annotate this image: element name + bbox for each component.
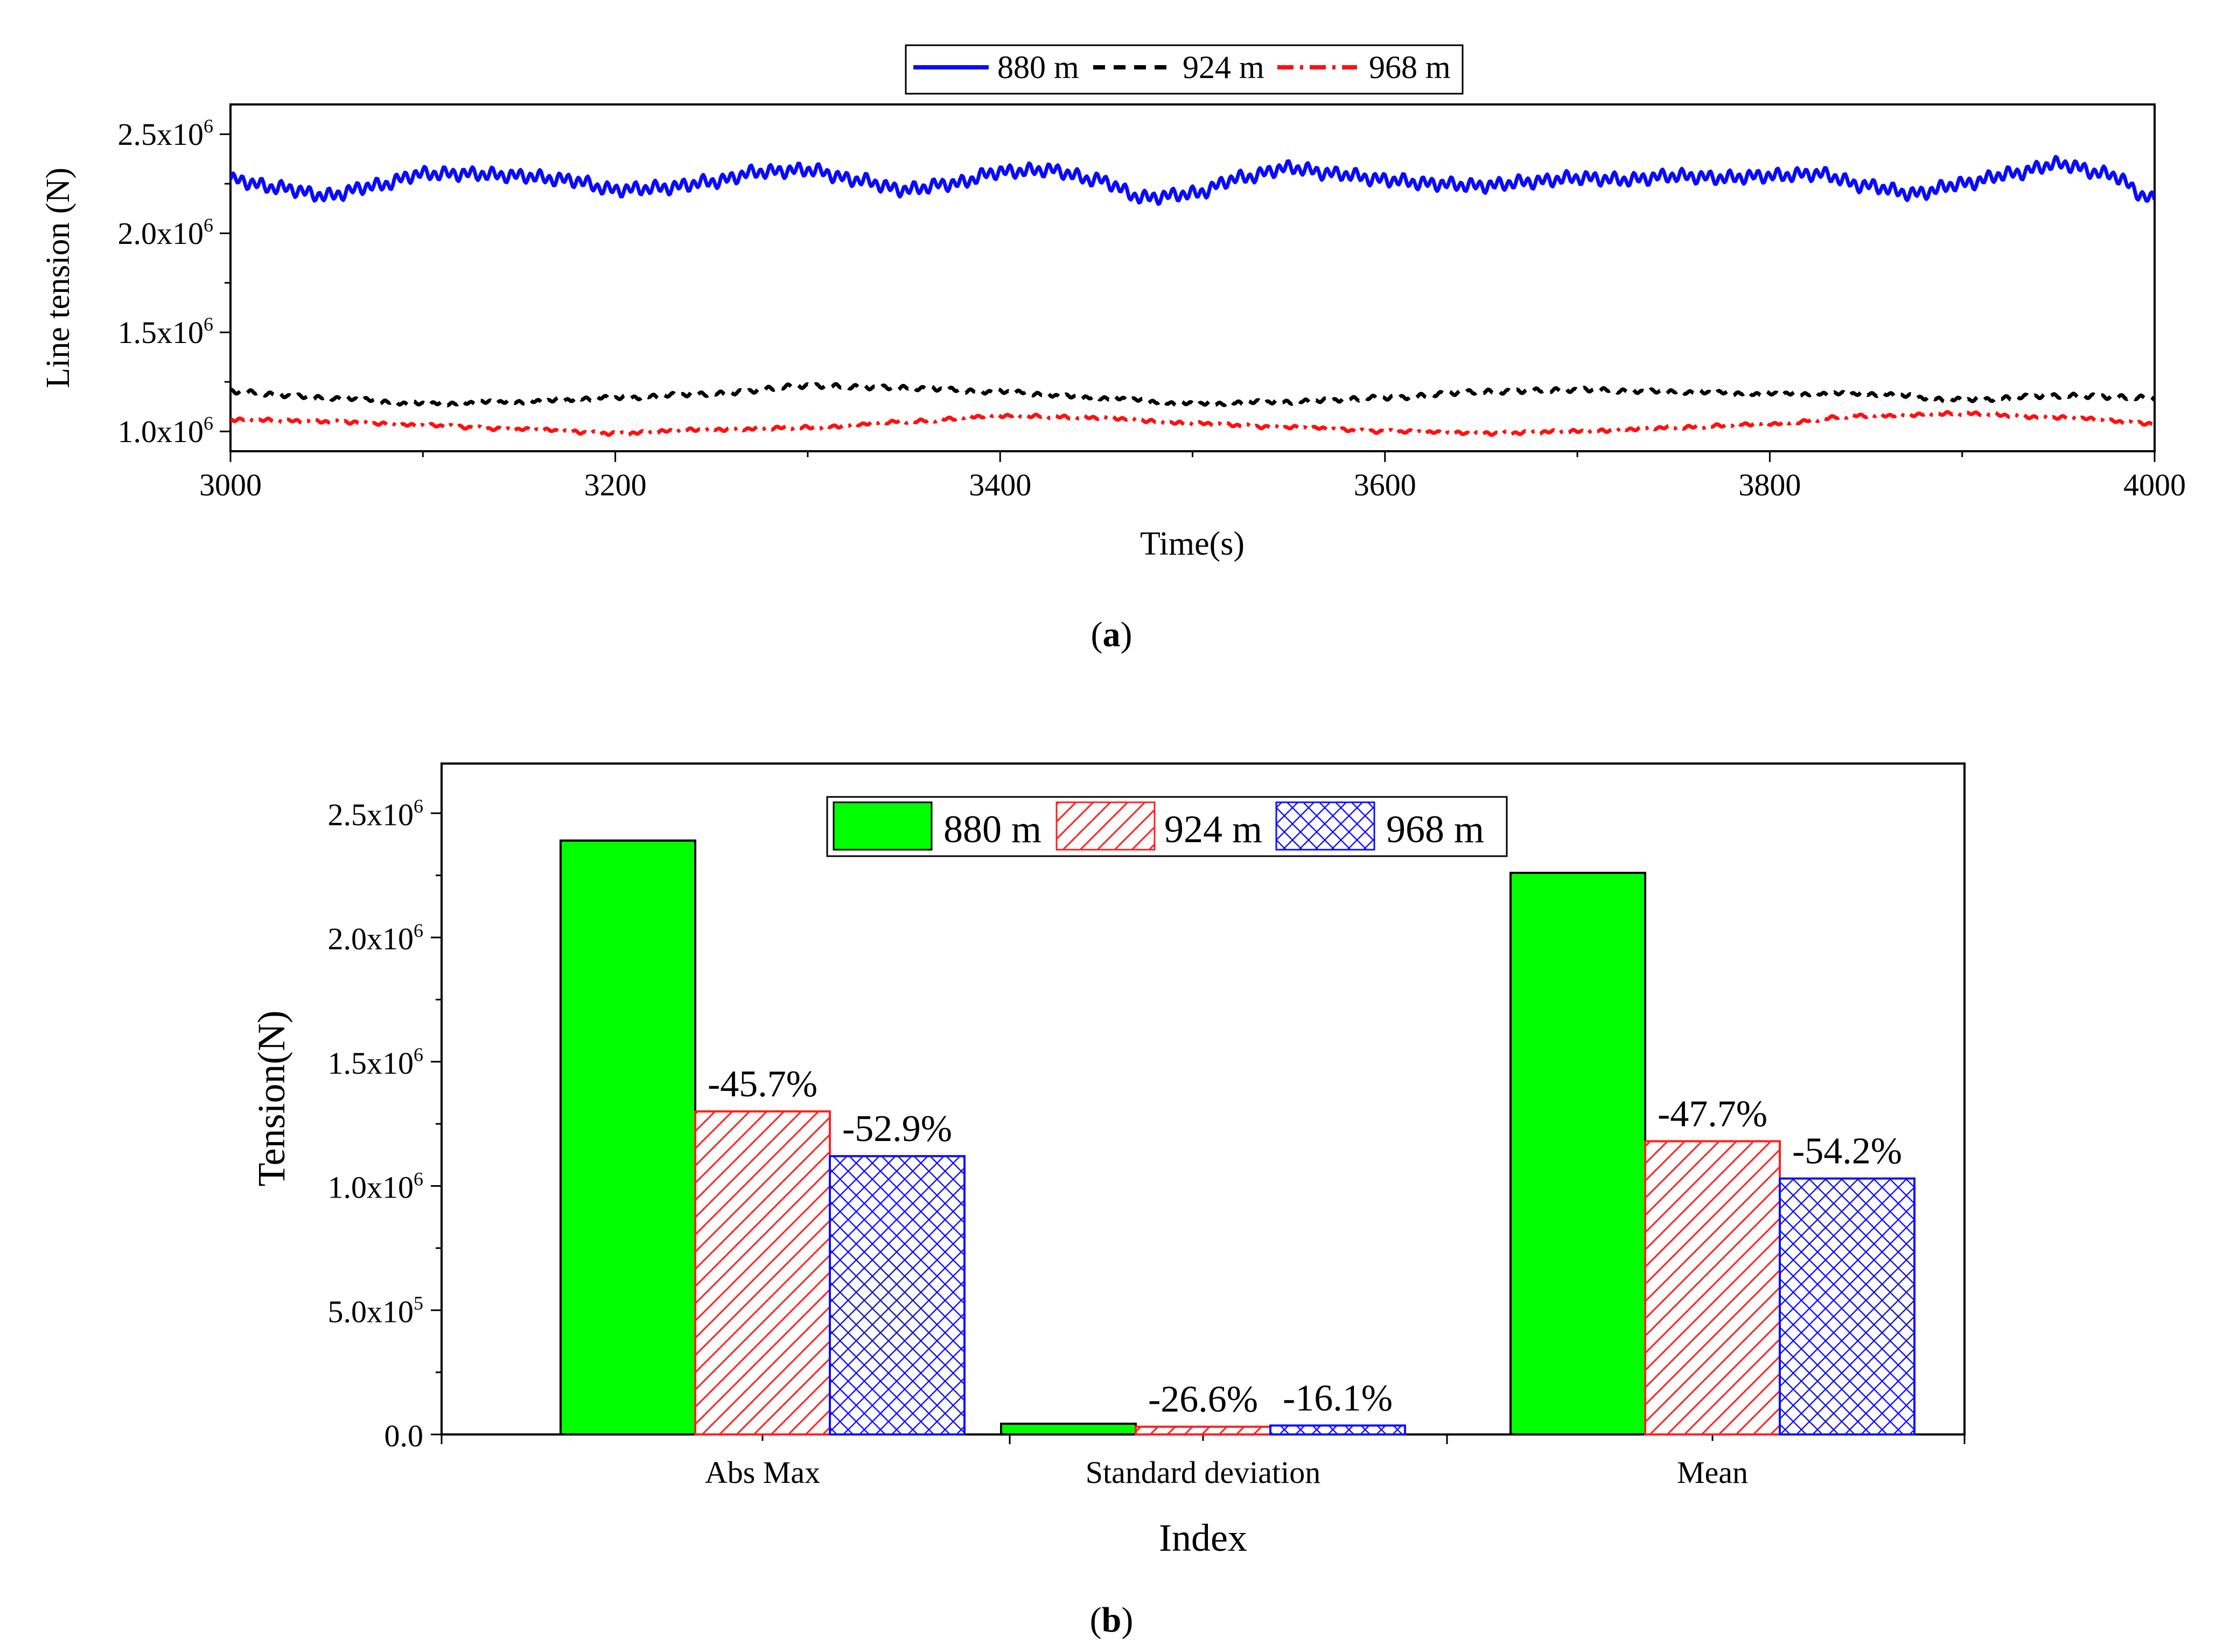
- bar-abs-max-880m: [560, 839, 696, 1436]
- y-tick-label: 2.5x106: [118, 115, 213, 152]
- line-chart-panel: 3000 3200 3400 3600 3800 4000 1.0x106 1.5x106 2…: [40, 44, 2186, 654]
- legend-label-968m: 968 m: [1386, 808, 1484, 851]
- legend-label-968m: 968 m: [1369, 50, 1451, 85]
- y-tick-label: 1.0x106: [118, 412, 213, 449]
- series-line-924m: [230, 382, 2155, 408]
- x-tick-label: 3400: [969, 467, 1031, 502]
- y-axis-title: Tension(N): [250, 1011, 293, 1187]
- bar-abs-max-968m: [829, 1155, 966, 1436]
- legend-label-880m: 880 m: [997, 50, 1079, 85]
- bar-mean-968m: [1779, 1177, 1916, 1436]
- panel-label-b-letter: b: [1102, 1600, 1122, 1640]
- panel-label-a: (a): [1091, 615, 1133, 654]
- legend-swatch-968m: [1275, 801, 1375, 851]
- y-tick-label: 1.5x106: [328, 1044, 423, 1081]
- legend-swatch-880m: [833, 801, 933, 851]
- bar-standard-deviation-968m: [1269, 1424, 1406, 1436]
- x-tick-label: 3000: [199, 467, 262, 502]
- percent-change-label: -26.6%: [1148, 1379, 1258, 1420]
- percent-change-label: -54.2%: [1792, 1131, 1902, 1172]
- panel-label-b: (b): [1090, 1600, 1134, 1640]
- legend-label-880m: 880 m: [943, 808, 1041, 851]
- bar-annotations: -45.7% -52.9% -26.6% -16.1% -47.7% -54.2%: [708, 1063, 1902, 1420]
- x-axis-title: Time(s): [1140, 526, 1245, 562]
- y-tick-labels: 1.0x106 1.5x106 2.0x106 2.5x106: [118, 115, 213, 449]
- x-tick-label: 4000: [2123, 467, 2186, 502]
- x-tick-labels: Abs Max Standard deviation Mean: [705, 1455, 1748, 1490]
- legend-label-924m: 924 m: [1164, 808, 1262, 851]
- x-tick-label: Mean: [1677, 1455, 1748, 1490]
- legend-swatch-924m: [1055, 801, 1156, 851]
- legend-box: [905, 44, 1464, 95]
- legend: 880 m 924 m 968 m: [905, 44, 1464, 95]
- series-line-968m: [230, 410, 2155, 437]
- line-series-group: [230, 155, 2155, 437]
- y-axis-title: Line tension (N): [40, 167, 76, 388]
- x-axis-title: Index: [1159, 1516, 1247, 1559]
- x-tick-label: Standard deviation: [1086, 1455, 1321, 1490]
- axis-ticks: [220, 133, 2156, 462]
- y-tick-label: 2.0x106: [118, 214, 213, 251]
- x-tick-label: Abs Max: [705, 1455, 820, 1490]
- series-line-880m: [230, 155, 2155, 206]
- bar-mean-880m: [1509, 872, 1646, 1436]
- y-tick-label: 1.0x106: [328, 1168, 423, 1205]
- y-tick-label: 5.0x105: [328, 1292, 423, 1329]
- bar-standard-deviation-880m: [1000, 1423, 1137, 1436]
- y-tick-label: 0.0: [385, 1418, 424, 1453]
- y-tick-label: 2.5x106: [328, 795, 423, 832]
- bar-mean-924m: [1644, 1140, 1781, 1436]
- bar-standard-deviation-924m: [1135, 1425, 1271, 1436]
- y-tick-label: 1.5x106: [118, 313, 213, 350]
- axis-ticks: [431, 812, 1966, 1444]
- percent-change-label: -16.1%: [1283, 1377, 1393, 1419]
- panel-label-a-letter: a: [1103, 615, 1121, 654]
- x-tick-label: 3200: [584, 467, 647, 502]
- bar-group: [560, 839, 1916, 1436]
- x-tick-label: 3800: [1738, 467, 1801, 502]
- x-tick-labels: 3000 3200 3400 3600 3800 4000: [199, 467, 2186, 502]
- x-tick-label: 3600: [1354, 467, 1416, 502]
- legend-label-924m: 924 m: [1183, 50, 1264, 85]
- y-tick-labels: 0.0 5.0x105 1.0x106 1.5x106 2.0x106 2.5x106: [328, 795, 423, 1453]
- legend: 880 m 924 m 968 m: [826, 796, 1508, 857]
- legend-box: [826, 796, 1508, 857]
- percent-change-label: -45.7%: [708, 1063, 817, 1105]
- bar-chart-panel: -45.7% -52.9% -26.6% -16.1% -47.7% -54.2% Abs…: [250, 762, 1966, 1640]
- y-tick-label: 2.0x106: [328, 920, 423, 956]
- percent-change-label: -47.7%: [1658, 1093, 1767, 1135]
- bar-abs-max-924m: [694, 1110, 831, 1436]
- percent-change-label: -52.9%: [842, 1108, 952, 1150]
